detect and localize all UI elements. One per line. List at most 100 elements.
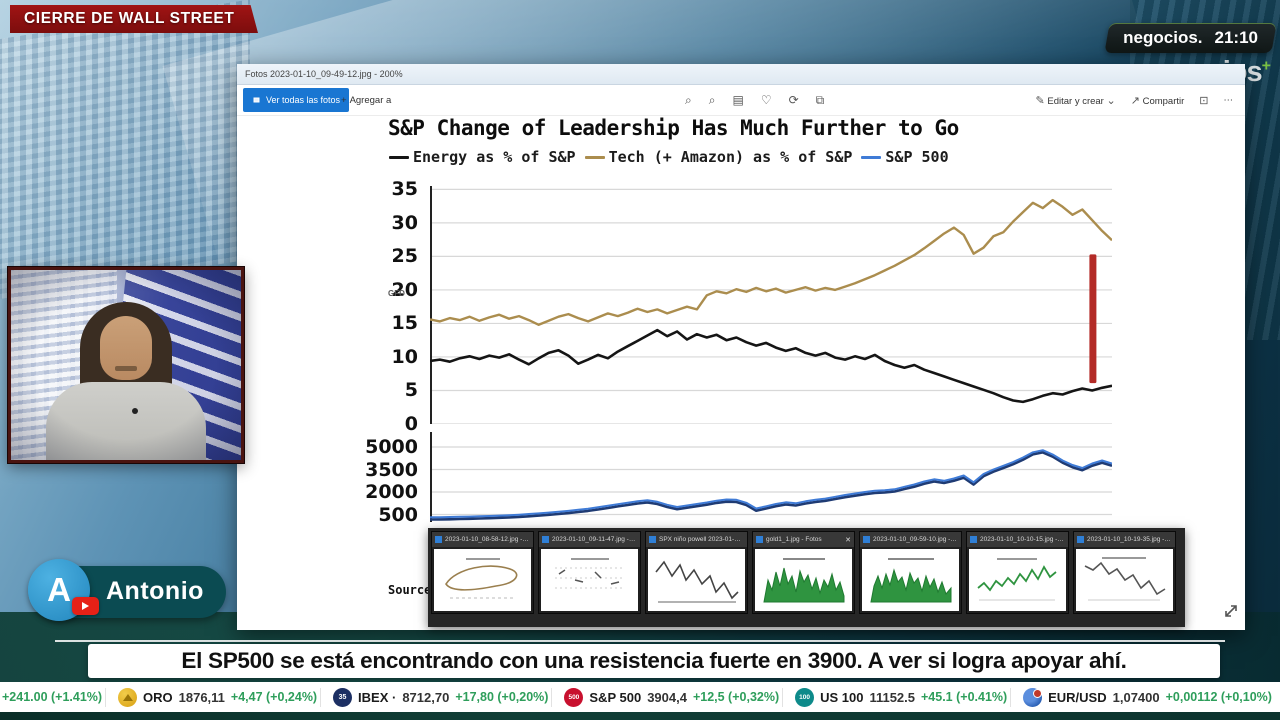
instrument-change: +241.00 (+1.41%) [2,690,103,704]
slideshow-icon[interactable]: ▤ [732,92,744,107]
program-banner: CIERRE DE WALL STREET [10,5,258,33]
photos-app-icon [435,536,442,543]
photos-app-icon [542,536,549,543]
youtube-icon [72,597,99,615]
zoom-out-icon[interactable]: ⌕ [708,92,716,107]
legend-dash [584,155,605,159]
chart-legend: Energy as % of S&P Tech (+ Amazon) as % o… [389,148,949,166]
axis-watermark: GFD [388,289,405,298]
instrument-name: ORO [143,689,173,705]
view-all-photos-button[interactable]: Ver todas las fotos [243,88,350,112]
zoom-in-icon[interactable]: ⌕ [685,92,692,107]
instrument-change: +45.1 (+0.41%) [921,690,1008,704]
instrument-name: IBEX · [358,689,397,705]
photos-app-icon [756,536,763,543]
channel-name: negocios. [1123,28,1203,47]
more-options-button[interactable]: ⋯ [1223,94,1234,106]
preview-title: 2023-01-10_10-10-15.jpg - Fotos [980,536,1065,543]
instrument-value: 3904,4 [647,689,687,705]
preview-title: 2023-01-10_10-19-35.jpg - Fotos [1087,536,1172,543]
add-to-button[interactable]: + Agregar a [341,94,392,106]
print-icon[interactable]: ⊡ [1199,94,1209,107]
instrument-icon: 100 [795,687,815,707]
avatar-letter: A [47,571,71,608]
instrument-name: S&P 500 [589,689,642,705]
preview-titlebar: 2023-01-10_10-19-35.jpg - Fotos [1074,532,1175,547]
instrument-change: +12,5 (+0,32%) [692,690,780,704]
upper-chart-plot [430,186,1112,424]
presenter-shirt [46,382,206,460]
preview-thumbnail [862,549,959,611]
close-icon[interactable]: ✕ [845,536,851,544]
headline-bar: El SP500 se está encontrando con una res… [88,644,1220,678]
preview-thumbnail [541,549,638,611]
clock: 21:10 [1214,28,1258,47]
headline-text: El SP500 se está encontrando con una res… [181,648,1127,673]
window-titlebar[interactable]: Fotos 2023-01-10_09-49-12.jpg - 200% [237,64,1245,85]
instrument-icon: 35 [333,687,353,707]
taskbar-preview-card[interactable]: 2023-01-10_08-58-12.jpg - Fotos [431,531,534,614]
photos-app-icon [1077,536,1084,543]
share-icon: ↗ [1130,94,1140,107]
preview-title: 2023-01-10_08-58-12.jpg - Fotos [445,536,530,543]
taskbar-preview-card[interactable]: 2023-01-10_10-10-15.jpg - Fotos [966,531,1069,614]
edit-icon: ✎ [1035,94,1045,107]
preview-title: gold1_1.jpg - Fotos [766,536,822,543]
photos-icon [252,96,261,104]
window-title: Fotos 2023-01-10_09-49-12.jpg - 200% [245,69,403,79]
preview-titlebar: SPX niño powell 2023-01-10_0-1... [646,532,747,547]
ticker-item: EUR/USD 1,07400 +0,00112 (+0,10%) [1010,687,1272,707]
taskbar-preview-card[interactable]: 2023-01-10_09-59-10.jpg - Fotos [859,531,962,614]
preview-thumbnail [969,549,1066,611]
resize-handle-icon[interactable] [1222,602,1240,620]
ticker-item: 500 S&P 500 3904,4 +12,5 (+0,32%) [551,687,780,707]
preview-title: SPX niño powell 2023-01-10_0-1... [659,536,744,543]
webcam-vignette [11,270,241,460]
instrument-change: +0,00112 (+0,10%) [1165,690,1272,704]
preview-titlebar: gold1_1.jpg - Fotos ✕ [753,532,854,547]
taskbar-preview-card[interactable]: gold1_1.jpg - Fotos ✕ [752,531,855,614]
program-banner-label: CIERRE DE WALL STREET [24,10,235,27]
legend-dash [861,155,882,159]
headline-divider [55,640,1225,642]
presenter-mustache [115,366,137,371]
preview-thumbnail [648,549,745,611]
instrument-icon [118,687,138,707]
instrument-value: 8712,70 [402,689,450,705]
taskbar-preview-card[interactable]: SPX niño powell 2023-01-10_0-1... [645,531,748,614]
taskbar-preview-card[interactable]: 2023-01-10_09-11-47.jpg - Fotos [538,531,641,614]
watermark-plus-icon: + [1261,57,1271,75]
legend-dash [389,155,409,159]
edit-create-button[interactable]: ✎ Editar y crear ⌄ [1035,94,1116,107]
instrument-name: EUR/USD [1048,689,1107,705]
preview-title: 2023-01-10_09-59-10.jpg - Fotos [873,536,958,543]
lower-chart-plot [430,432,1112,522]
legend-label: Tech (+ Amazon) as % of S&P [608,148,853,166]
rotate-icon[interactable]: ⟳ [788,92,799,107]
ticker-item: ORO 1876,11 +4,47 (+0,24%) [105,687,318,707]
studio-background-building-left [0,0,250,301]
crop-icon[interactable]: ⧉ [815,92,825,107]
instrument-change: +17,80 (+0,20%) [455,690,549,704]
favorite-icon[interactable]: ♡ [760,92,772,107]
preview-thumbnail [434,549,531,611]
add-icon: + [341,94,347,106]
photos-toolbar: Ver todas las fotos + Agregar a ⌕ ⌕ ▤ ♡ … [237,85,1245,116]
chevron-down-icon: ⌄ [1106,94,1116,107]
presenter-name: Antonio [106,577,204,605]
legend-label: Energy as % of S&P [413,148,576,166]
instrument-value: 1876,11 [178,689,225,705]
market-ticker: +241.00 (+1.41%) ORO 1876,11 +4,47 (+0,2… [0,682,1280,712]
legend-item: Tech (+ Amazon) as % of S&P [584,148,853,166]
photos-app-icon [863,536,870,543]
preview-thumbnail [1076,549,1173,611]
ticker-item: 35 IBEX · 8712,70 +17,80 (+0,20%) [320,687,549,707]
instrument-change: +4,47 (+0,24%) [230,690,318,704]
instrument-icon [1023,687,1043,707]
share-button[interactable]: ↗ Compartir [1130,94,1185,107]
taskbar-preview-card[interactable]: 2023-01-10_10-19-35.jpg - Fotos [1073,531,1176,614]
preview-titlebar: 2023-01-10_08-58-12.jpg - Fotos [432,532,533,547]
preview-title: 2023-01-10_09-11-47.jpg - Fotos [552,536,637,543]
preview-titlebar: 2023-01-10_09-11-47.jpg - Fotos [539,532,640,547]
